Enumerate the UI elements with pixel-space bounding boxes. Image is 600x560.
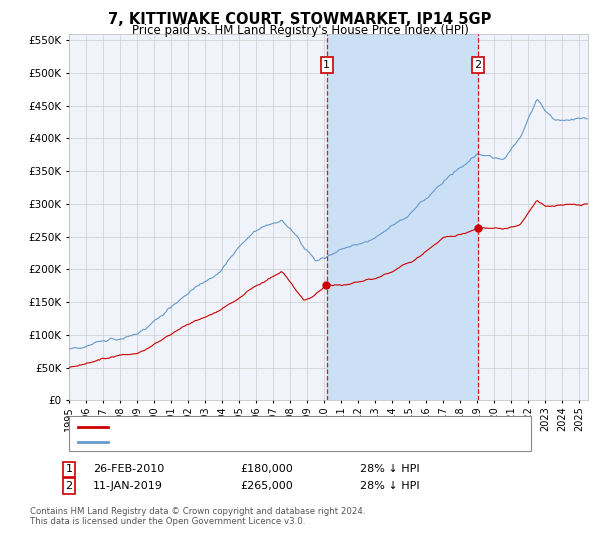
Bar (327, 34, 478, 400)
Text: 1: 1 (323, 60, 330, 70)
Text: Contains HM Land Registry data © Crown copyright and database right 2024.
This d: Contains HM Land Registry data © Crown c… (30, 507, 365, 526)
Text: 7, KITTIWAKE COURT, STOWMARKET, IP14 5GP (detached house): 7, KITTIWAKE COURT, STOWMARKET, IP14 5GP… (114, 422, 450, 432)
Text: HPI: Average price, detached house, Mid Suffolk: HPI: Average price, detached house, Mid … (114, 437, 365, 447)
Text: 1: 1 (65, 464, 73, 474)
Text: 28% ↓ HPI: 28% ↓ HPI (360, 464, 419, 474)
Text: 2: 2 (65, 481, 73, 491)
Text: 26-FEB-2010: 26-FEB-2010 (93, 464, 164, 474)
Text: 28% ↓ HPI: 28% ↓ HPI (360, 481, 419, 491)
Text: 7, KITTIWAKE COURT, STOWMARKET, IP14 5GP: 7, KITTIWAKE COURT, STOWMARKET, IP14 5GP (109, 12, 491, 27)
Text: 2: 2 (475, 60, 481, 70)
Text: 11-JAN-2019: 11-JAN-2019 (93, 481, 163, 491)
Text: Price paid vs. HM Land Registry's House Price Index (HPI): Price paid vs. HM Land Registry's House … (131, 24, 469, 36)
Text: £180,000: £180,000 (240, 464, 293, 474)
Text: £265,000: £265,000 (240, 481, 293, 491)
